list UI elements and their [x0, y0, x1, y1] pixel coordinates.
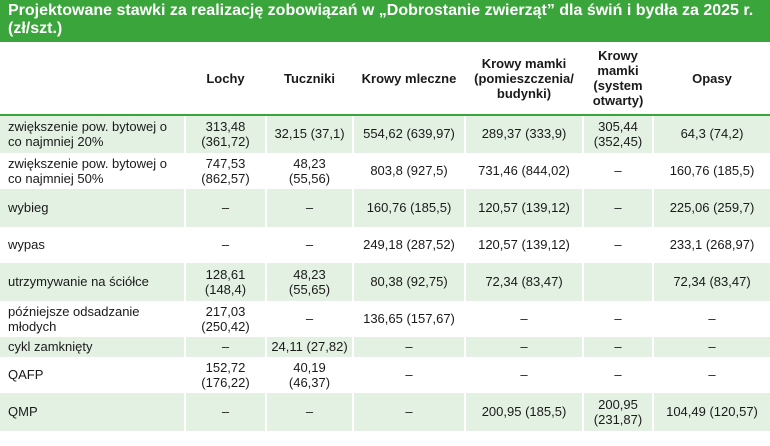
table-cell: 747,53 (862,57): [185, 152, 267, 190]
row-label: cykl zamknięty: [0, 337, 186, 357]
table-cell: –: [353, 393, 466, 431]
table-cell: –: [465, 356, 584, 394]
table-cell: –: [583, 152, 654, 190]
table-cell: –: [583, 300, 654, 338]
row-label: wybieg: [0, 189, 186, 227]
rates-table: Lochy Tuczniki Krowy mleczne Krowy mamki…: [0, 42, 770, 431]
header-row: Lochy Tuczniki Krowy mleczne Krowy mamki…: [0, 42, 770, 116]
table-row: wybieg – –160,76 (185,5) 120,57 (139,12) –22…: [0, 189, 770, 227]
header-cell: Opasy: [653, 42, 770, 116]
table-row: cykl zamknięty –24,11 (27,82) – – – –: [0, 337, 770, 357]
table-cell: 803,8 (927,5): [353, 152, 466, 190]
table-cell: 313,48 (361,72): [185, 115, 267, 153]
table-cell: 80,38 (92,75): [353, 263, 466, 301]
table-cell: 289,37 (333,9): [465, 115, 584, 153]
header-cell: Krowy mleczne: [353, 42, 466, 116]
table-cell: –: [185, 226, 267, 264]
table-row: zwiększenie pow. bytowej o co najmniej 5…: [0, 152, 770, 190]
table-cell: 225,06 (259,7): [653, 189, 770, 227]
table-cell: 120,57 (139,12): [465, 189, 584, 227]
table-cell: 200,95 (185,5): [465, 393, 584, 431]
table-cell: –: [583, 337, 654, 357]
table-cell: 305,44 (352,45): [583, 115, 654, 153]
table-cell: 32,15 (37,1): [266, 115, 354, 153]
table-title: Projektowane stawki za realizację zobowi…: [0, 0, 770, 42]
table-cell: –: [653, 300, 770, 338]
table-cell: 72,34 (83,47): [465, 263, 584, 301]
table-cell: 200,95 (231,87): [583, 393, 654, 431]
table-cell: 120,57 (139,12): [465, 226, 584, 264]
table-cell: –: [185, 189, 267, 227]
row-label: utrzymywanie na ściółce: [0, 263, 186, 301]
table-cell: –: [185, 337, 267, 357]
table-cell: –: [583, 356, 654, 394]
table-cell: –: [266, 189, 354, 227]
table-cell: –: [653, 337, 770, 357]
row-label: wypas: [0, 226, 186, 264]
table-cell: –: [465, 300, 584, 338]
header-cell: Krowy mamki (system otwarty): [583, 42, 654, 116]
table-row: późniejsze odsadzanie młodych 217,03 (250…: [0, 300, 770, 338]
table-cell: 48,23 (55,65): [266, 263, 354, 301]
table-row: utrzymywanie na ściółce 128,61 (148,4) 48,…: [0, 263, 770, 301]
table-cell: 160,76 (185,5): [353, 189, 466, 227]
row-label: QAFP: [0, 356, 186, 394]
table-row: zwiększenie pow. bytowej o co najmniej 2…: [0, 115, 770, 153]
table-cell: 233,1 (268,97): [653, 226, 770, 264]
table-cell: 731,46 (844,02): [465, 152, 584, 190]
table-cell: –: [465, 337, 584, 357]
table-cell: –: [266, 226, 354, 264]
header-cell: [0, 42, 186, 116]
row-label: zwiększenie pow. bytowej o co najmniej 5…: [0, 152, 186, 190]
table-cell: 160,76 (185,5): [653, 152, 770, 190]
table-row: wypas – –249,18 (287,52) 120,57 (139,12) –23…: [0, 226, 770, 264]
table-cell: 136,65 (157,67): [353, 300, 466, 338]
table-cell: 72,34 (83,47): [653, 263, 770, 301]
table-cell: 104,49 (120,57): [653, 393, 770, 431]
table-cell: 48,23 (55,56): [266, 152, 354, 190]
table-cell: 217,03 (250,42): [185, 300, 267, 338]
table-cell: –: [353, 356, 466, 394]
table-cell: –: [583, 189, 654, 227]
header-cell: Tuczniki: [266, 42, 354, 116]
table-cell: –: [266, 393, 354, 431]
table-cell: –: [583, 226, 654, 264]
table-cell: –: [653, 356, 770, 394]
row-label: QMP: [0, 393, 186, 431]
table-cell: 24,11 (27,82): [266, 337, 354, 357]
row-label: zwiększenie pow. bytowej o co najmniej 2…: [0, 115, 186, 153]
table-cell: 64,3 (74,2): [653, 115, 770, 153]
row-label: późniejsze odsadzanie młodych: [0, 300, 186, 338]
table-cell: 128,61 (148,4): [185, 263, 267, 301]
table-row: QAFP 152,72 (176,22) 40,19 (46,37) – – – –: [0, 356, 770, 394]
table-cell: 554,62 (639,97): [353, 115, 466, 153]
table-row: QMP – – –200,95 (185,5) 200,95 (231,87) 104,4…: [0, 393, 770, 431]
table-cell: –: [185, 393, 267, 431]
table-cell: 40,19 (46,37): [266, 356, 354, 394]
header-cell: Krowy mamki (pomieszczenia/ budynki): [465, 42, 584, 116]
table-cell: –: [353, 337, 466, 357]
table-cell: –: [266, 300, 354, 338]
table-cell: 249,18 (287,52): [353, 226, 466, 264]
header-cell: Lochy: [185, 42, 267, 116]
table-cell: [583, 263, 654, 301]
table-cell: 152,72 (176,22): [185, 356, 267, 394]
